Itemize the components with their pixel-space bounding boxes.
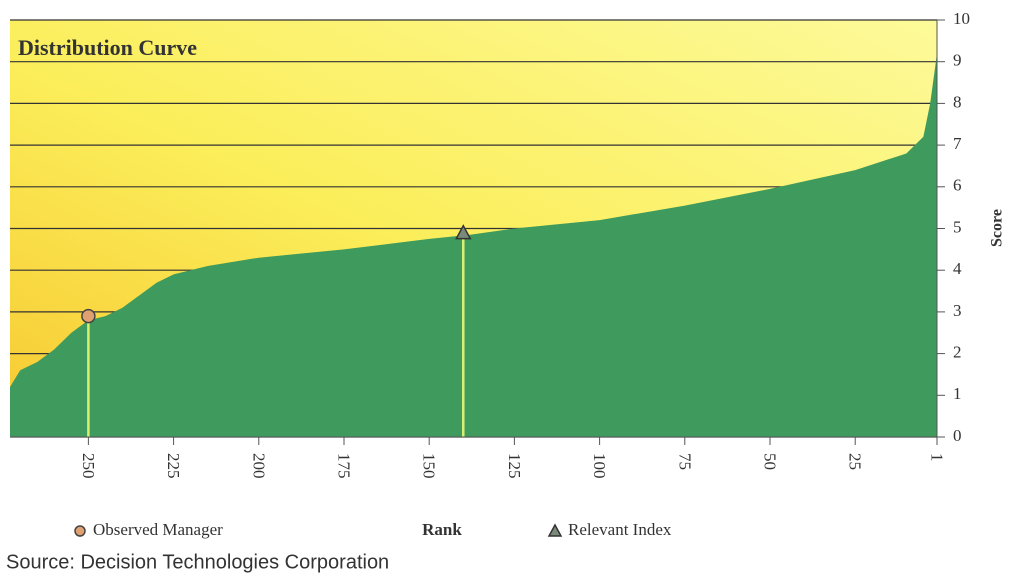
marker — [455, 224, 472, 240]
y-tick-label: 9 — [953, 51, 962, 70]
x-tick-label: 250 — [79, 453, 98, 479]
legend-item: Relevant Index — [547, 520, 672, 539]
x-axis-title: Rank — [422, 520, 462, 539]
legend-symbol — [74, 525, 86, 537]
x-tick-label: 200 — [249, 453, 268, 479]
y-tick-label: 6 — [953, 176, 962, 195]
y-tick-label: 4 — [953, 259, 962, 278]
marker-layer — [81, 224, 472, 437]
x-tick-label: 150 — [420, 453, 439, 479]
x-tick-label: 1 — [928, 453, 947, 462]
legend-label: Relevant Index — [568, 520, 672, 539]
y-tick-label: 0 — [953, 426, 962, 445]
y-tick-label: 5 — [953, 217, 962, 236]
y-axis-title: Score — [989, 209, 1006, 247]
area — [10, 53, 937, 438]
x-tick-label: 175 — [334, 453, 353, 479]
x-tick-label: 225 — [164, 453, 183, 479]
x-tick-label: 75 — [675, 453, 694, 470]
chart-title: Distribution Curve — [18, 35, 197, 60]
x-tick-label: 25 — [846, 453, 865, 470]
legend-item: Observed Manager — [74, 520, 223, 539]
y-tick-label: 2 — [953, 343, 962, 362]
y-tick-label: 10 — [953, 9, 970, 28]
y-tick-label: 3 — [953, 301, 962, 320]
y-tick-label: 8 — [953, 92, 962, 111]
legend-label: Observed Manager — [93, 520, 223, 539]
x-tick-label: 50 — [761, 453, 780, 470]
area-layer — [10, 53, 937, 438]
y-tick-label: 1 — [953, 384, 962, 403]
marker — [81, 308, 96, 324]
x-tick-label: 125 — [505, 453, 524, 479]
x-tick-label: 100 — [590, 453, 609, 479]
legend-symbol — [547, 523, 563, 537]
source: Source: Decision Technologies Corporatio… — [6, 551, 389, 573]
y-tick-label: 7 — [953, 134, 962, 153]
